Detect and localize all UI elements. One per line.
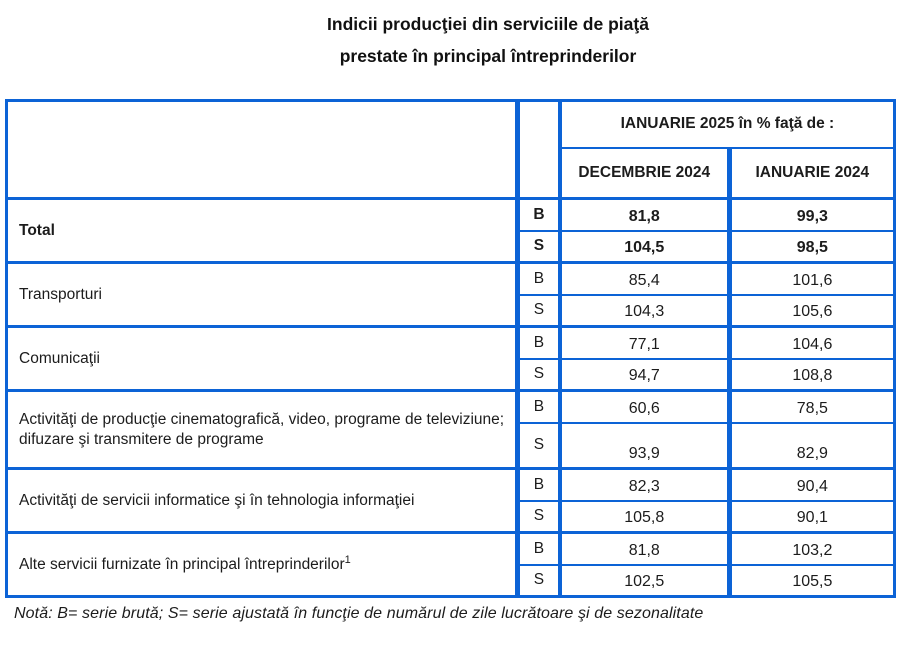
value-cell: 94,7 (558, 357, 731, 392)
header-series-empty-cell (514, 99, 562, 200)
page-title-line2: prestate în principal întreprinderilor (339, 46, 637, 66)
table-row: S 93,9 82,9 (7, 421, 896, 470)
value-cell: 104,6 (726, 325, 896, 360)
table-row: Activităţi de producţie cinematografică,… (4, 389, 896, 470)
row-label: Total (4, 197, 519, 264)
row-label-text: Comunicaţii (19, 349, 100, 367)
header-col-decembrie: DECEMBRIE 2024 (558, 146, 731, 200)
row-label-superscript: 1 (344, 553, 351, 566)
header-period-span: IANUARIE 2025 în % faţă de : (558, 99, 896, 149)
row-label-text: Total (19, 221, 55, 239)
value-cell: 105,8 (558, 499, 731, 534)
value-cell: 81,8 (558, 197, 731, 232)
value-cell: 98,5 (726, 229, 896, 264)
series-b-cell: B (514, 325, 562, 360)
series-b-cell: B (514, 531, 562, 566)
value-cell: 103,2 (726, 531, 896, 566)
header-row-span: IANUARIE 2025 în % faţă de : (4, 99, 896, 200)
table-row: S 105,8 90,1 (7, 499, 896, 534)
row-label: Activităţi de servicii informatice şi în… (4, 467, 519, 534)
row-label-text: Transporturi (19, 285, 102, 303)
value-cell: 93,9 (558, 421, 731, 470)
series-b-cell: B (514, 467, 562, 502)
value-cell: 82,3 (558, 467, 731, 502)
table-row: Transporturi B 85,4 101,6 (4, 261, 896, 328)
row-label: Activităţi de producţie cinematografică,… (4, 389, 519, 470)
row-label: Alte servicii furnizate în principal înt… (4, 531, 519, 598)
value-cell: 78,5 (726, 389, 896, 424)
table-row: S 104,3 105,6 (7, 293, 896, 328)
table-row: Total B 81,8 99,3 (4, 197, 896, 264)
value-cell: 105,5 (726, 563, 896, 598)
row-label: Comunicaţii (4, 325, 519, 392)
row-label-text: Activităţi de producţie cinematografică,… (19, 410, 505, 448)
header-col-ianuarie: IANUARIE 2024 (726, 146, 896, 200)
table-row: Activităţi de servicii informatice şi în… (4, 467, 896, 534)
series-s-cell: S (514, 293, 562, 328)
row-label-text: Alte servicii furnizate în principal înt… (19, 555, 345, 573)
table-row: Comunicaţii B 77,1 104,6 (4, 325, 896, 392)
row-label-text: Activităţi de servicii informatice şi în… (19, 491, 415, 509)
value-cell: 60,6 (558, 389, 731, 424)
page-title-line1: Indicii producţiei din serviciile de pia… (327, 14, 649, 34)
series-s-cell: S (514, 421, 562, 470)
header-label-empty-cell (4, 99, 519, 200)
series-s-cell: S (514, 357, 562, 392)
series-s-cell: S (514, 229, 562, 264)
series-b-cell: B (514, 261, 562, 296)
table-row: Alte servicii furnizate în principal înt… (4, 531, 896, 598)
series-b-cell: B (514, 389, 562, 424)
value-cell: 81,8 (558, 531, 731, 566)
table-row: S 94,7 108,8 (7, 357, 896, 392)
value-cell: 99,3 (726, 197, 896, 232)
header-row-columns: DECEMBRIE 2024 IANUARIE 2024 (7, 146, 896, 200)
value-cell: 104,5 (558, 229, 731, 264)
value-cell: 77,1 (558, 325, 731, 360)
value-cell: 108,8 (726, 357, 896, 392)
row-label: Transporturi (4, 261, 519, 328)
table-body: Total B 81,8 99,3 S 104,5 98,5 Transporturi B 85,… (4, 197, 896, 598)
series-s-cell: S (514, 499, 562, 534)
value-cell: 85,4 (558, 261, 731, 296)
series-b-cell: B (514, 197, 562, 232)
value-cell: 82,9 (726, 421, 896, 470)
table-row: S 104,5 98,5 (7, 229, 896, 264)
page-title: Indicii producţiei din serviciile de pia… (0, 0, 900, 72)
value-cell: 102,5 (558, 563, 731, 598)
series-s-cell: S (514, 563, 562, 598)
table-row: S 102,5 105,5 (7, 563, 896, 598)
value-cell: 90,1 (726, 499, 896, 534)
value-cell: 105,6 (726, 293, 896, 328)
value-cell: 101,6 (726, 261, 896, 296)
footer-note: Notă: B= serie brută; S= serie ajustată … (14, 605, 704, 622)
value-cell: 90,4 (726, 467, 896, 502)
value-cell: 104,3 (558, 293, 731, 328)
indices-table: IANUARIE 2025 în % faţă de : DECEMBRIE 2… (4, 99, 896, 598)
